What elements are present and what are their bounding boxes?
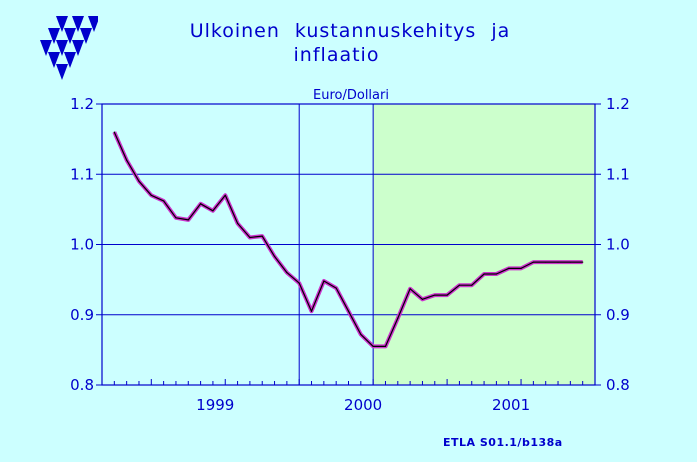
data-point (273, 255, 276, 258)
data-point (224, 194, 226, 196)
y-tick-label-right: 1.2 (606, 95, 630, 113)
data-point (286, 272, 288, 274)
data-point (298, 282, 300, 284)
data-point (187, 219, 189, 221)
data-point (557, 261, 559, 263)
logo-triangle (40, 40, 52, 56)
y-tick-label-right: 1.0 (606, 236, 630, 254)
data-point (471, 284, 473, 286)
data-point (409, 288, 411, 290)
data-point (545, 261, 547, 263)
y-tick-label-right: 0.8 (606, 376, 630, 394)
data-point (163, 200, 165, 202)
logo-triangle (56, 16, 68, 32)
data-point (261, 235, 263, 237)
data-point (236, 222, 239, 225)
data-point (360, 333, 362, 336)
data-point (323, 280, 325, 282)
data-point (249, 236, 251, 239)
data-point (200, 203, 202, 205)
data-point (113, 131, 115, 133)
data-point (582, 261, 584, 263)
y-tick-label-left: 1.1 (70, 165, 94, 183)
y-tick-label-left: 0.8 (70, 376, 94, 394)
data-point (138, 180, 140, 182)
data-point (421, 298, 424, 300)
data-point (458, 284, 461, 286)
logo-triangle (48, 28, 60, 44)
data-point (483, 273, 485, 275)
data-point (434, 294, 436, 296)
data-point (310, 310, 313, 312)
chart-title-line2: inflaatio (293, 44, 380, 66)
x-tick-label: 1999 (196, 396, 234, 414)
logo-triangle (64, 52, 76, 68)
data-point (212, 210, 214, 212)
y-tick-label-left: 1.2 (70, 95, 94, 113)
triangle-cluster-logo-icon (40, 16, 98, 80)
data-point (150, 194, 152, 196)
data-point (384, 345, 387, 347)
data-point (372, 345, 374, 347)
data-point (335, 287, 337, 289)
data-point (508, 267, 510, 269)
logo-triangle (72, 40, 84, 56)
data-point (495, 273, 497, 275)
data-point (446, 294, 448, 296)
data-point (569, 261, 571, 263)
data-point (397, 317, 399, 319)
logo-triangle (64, 28, 76, 44)
data-point (347, 310, 350, 312)
data-point (532, 261, 534, 263)
y-tick-label-right: 0.9 (606, 306, 630, 324)
x-tick-label: 2001 (492, 396, 530, 414)
y-tick-label-left: 1.0 (70, 236, 94, 254)
data-point (126, 159, 128, 161)
data-point (175, 217, 177, 219)
data-point (520, 267, 522, 269)
y-tick-label-right: 1.1 (606, 165, 630, 183)
chart-title-line1: Ulkoinen kustannuskehitys ja (189, 20, 511, 42)
x-tick-label: 2000 (344, 396, 382, 414)
logo-triangle (88, 16, 98, 32)
logo-triangle (80, 28, 92, 44)
logo-triangle (56, 40, 68, 56)
chart-subtitle: Euro/Dollari (313, 88, 389, 103)
logo-triangle (48, 52, 60, 68)
logo-triangle (72, 16, 84, 32)
y-tick-label-left: 0.9 (70, 306, 94, 324)
source-footnote: ETLA S01.1/b138a (443, 436, 563, 449)
logo-triangle (56, 64, 68, 80)
